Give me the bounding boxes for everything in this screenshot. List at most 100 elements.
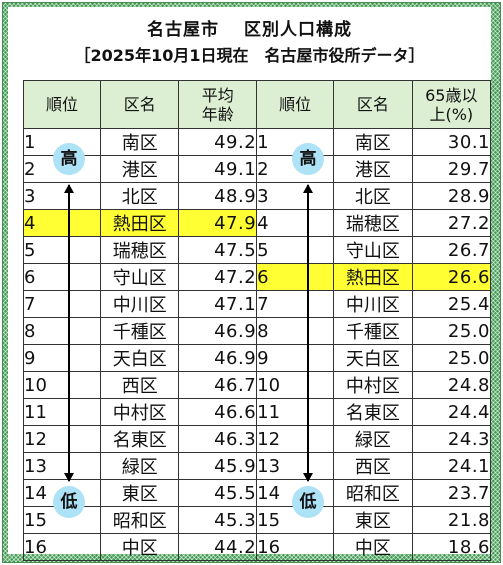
right-over65-cell: 24.3 [411,425,492,453]
left-ward-cell: 熱田区 [100,209,180,237]
left-ward-cell: 昭和区 [100,506,180,534]
right-rank-cell: 7 [256,290,335,318]
right-rank-cell: 5 [256,236,335,264]
left-average-age-cell: 45.5 [178,479,258,507]
table-row: 8 千種区 46.9 8 千種区 25.0 [22,317,492,345]
header-right-value-line2: 上(%) [429,104,474,124]
left-rank-cell: 3 [22,182,102,210]
right-over65-cell: 25.0 [411,344,492,372]
table-row: 6 守山区 47.2 6 熱田区 26.6 [22,263,492,291]
right-ward-cell: 東区 [333,506,413,534]
right-rank-cell: 12 [256,425,335,453]
right-over65-cell: 24.1 [411,452,492,480]
right-over65-cell: 27.2 [411,209,492,237]
right-ward-cell: 昭和区 [333,479,413,507]
right-over65-cell: 24.8 [411,371,492,399]
right-ward-cell: 西区 [333,452,413,480]
header-right-rank: 順位 [256,80,335,129]
right-rank-cell: 16 [256,533,335,561]
left-low-badge: 低 [53,486,85,518]
ranking-table: 順位 区名 平均 年齢 順位 区名 65歳以 上(%) 1 南区 49.2 1 南区 30… [22,80,492,561]
left-average-age-cell: 46.6 [178,398,258,426]
right-rank-cell: 11 [256,398,335,426]
right-ward-cell: 港区 [333,155,413,183]
left-ward-cell: 名東区 [100,425,180,453]
table-row: 3 北区 48.9 3 北区 28.9 [22,182,492,210]
table-row: 15 昭和区 45.3 15 東区 21.8 [22,506,492,534]
left-rank-cell: 16 [22,533,102,561]
right-high-badge: 高 [292,143,324,175]
left-average-age-cell: 49.2 [178,128,258,156]
table-row: 16 中区 44.2 16 中区 18.6 [22,533,492,561]
right-ward-cell: 北区 [333,182,413,210]
left-rank-cell: 10 [22,371,102,399]
left-ward-cell: 千種区 [100,317,180,345]
table-row: 5 瑞穂区 47.5 5 守山区 26.7 [22,236,492,264]
right-over65-cell: 21.8 [411,506,492,534]
right-ward-cell: 緑区 [333,425,413,453]
right-over65-cell: 26.6 [411,263,492,291]
table-row: 7 中川区 47.1 7 中川区 25.4 [22,290,492,318]
right-ward-cell: 瑞穂区 [333,209,413,237]
left-ward-cell: 中村区 [100,398,180,426]
right-ward-cell: 守山区 [333,236,413,264]
table-row: 2 港区 49.1 2 港区 29.7 [22,155,492,183]
right-over65-cell: 29.7 [411,155,492,183]
left-ward-cell: 緑区 [100,452,180,480]
header-right-value-line1: 65歳以 [425,85,478,105]
left-ward-cell: 中川区 [100,290,180,318]
left-rank-cell: 11 [22,398,102,426]
right-over65-cell: 24.4 [411,398,492,426]
left-rank-cell: 13 [22,452,102,480]
header-left-value-line1: 平均 [201,85,234,105]
left-ward-cell: 守山区 [100,263,180,291]
right-rank-cell: 8 [256,317,335,345]
left-average-age-cell: 47.2 [178,263,258,291]
left-ward-cell: 西区 [100,371,180,399]
right-ward-cell: 天白区 [333,344,413,372]
content-panel: 名古屋市 区別人口構成 ［2025年10月1日現在 名古屋市役所データ］ 順位 … [8,7,492,561]
table-row: 11 中村区 46.6 11 名東区 24.4 [22,398,492,426]
table-row: 10 西区 46.7 10 中村区 24.8 [22,371,492,399]
right-rank-cell: 6 [256,263,335,291]
right-rank-cell: 13 [256,452,335,480]
header-left-value-line2: 年齢 [201,104,234,124]
left-rank-cell: 5 [22,236,102,264]
header-left-rank: 順位 [22,80,102,129]
right-rank-cell: 10 [256,371,335,399]
right-ward-cell: 中川区 [333,290,413,318]
right-ward-cell: 千種区 [333,317,413,345]
left-average-age-cell: 44.2 [178,533,258,561]
right-over65-cell: 30.1 [411,128,492,156]
header-row: 順位 区名 平均 年齢 順位 区名 65歳以 上(%) [22,80,492,129]
left-rank-cell: 1 [22,128,102,156]
right-ward-cell: 南区 [333,128,413,156]
left-ward-cell: 天白区 [100,344,180,372]
left-average-age-cell: 46.7 [178,371,258,399]
left-rank-cell: 12 [22,425,102,453]
left-average-age-cell: 46.9 [178,317,258,345]
left-average-age-cell: 47.9 [178,209,258,237]
left-direction-arrow [64,184,74,482]
left-rank-cell: 7 [22,290,102,318]
left-average-age-cell: 45.9 [178,452,258,480]
left-average-age-cell: 49.1 [178,155,258,183]
table-row: 13 緑区 45.9 13 西区 24.1 [22,452,492,480]
left-ward-cell: 港区 [100,155,180,183]
page-title: 名古屋市 区別人口構成 [147,20,352,40]
left-average-age-cell: 47.5 [178,236,258,264]
left-ward-cell: 南区 [100,128,180,156]
left-average-age-cell: 45.3 [178,506,258,534]
left-rank-cell: 9 [22,344,102,372]
right-direction-arrow [303,184,313,482]
table-row: 1 南区 49.2 1 南区 30.1 [22,128,492,156]
table-row: 12 名東区 46.3 12 緑区 24.3 [22,425,492,453]
right-over65-cell: 18.6 [411,533,492,561]
left-average-age-cell: 48.9 [178,182,258,210]
right-rank-cell: 9 [256,344,335,372]
left-high-badge: 高 [53,143,85,175]
left-average-age-cell: 46.9 [178,344,258,372]
right-ward-cell: 熱田区 [333,263,413,291]
header-left-ward: 区名 [100,80,180,129]
left-ward-cell: 瑞穂区 [100,236,180,264]
